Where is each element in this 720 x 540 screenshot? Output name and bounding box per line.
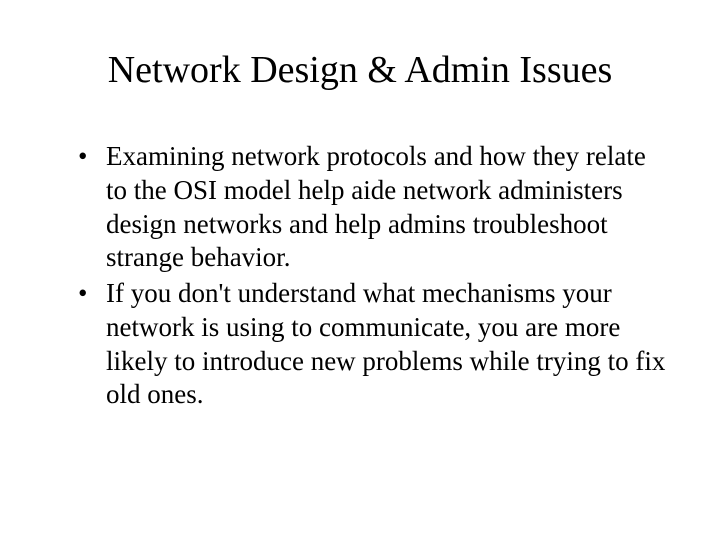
list-item: If you don't understand what mechanisms … bbox=[78, 277, 670, 412]
slide-title: Network Design & Admin Issues bbox=[50, 48, 670, 92]
bullet-list: Examining network protocols and how they… bbox=[50, 140, 670, 412]
list-item: Examining network protocols and how they… bbox=[78, 140, 670, 275]
